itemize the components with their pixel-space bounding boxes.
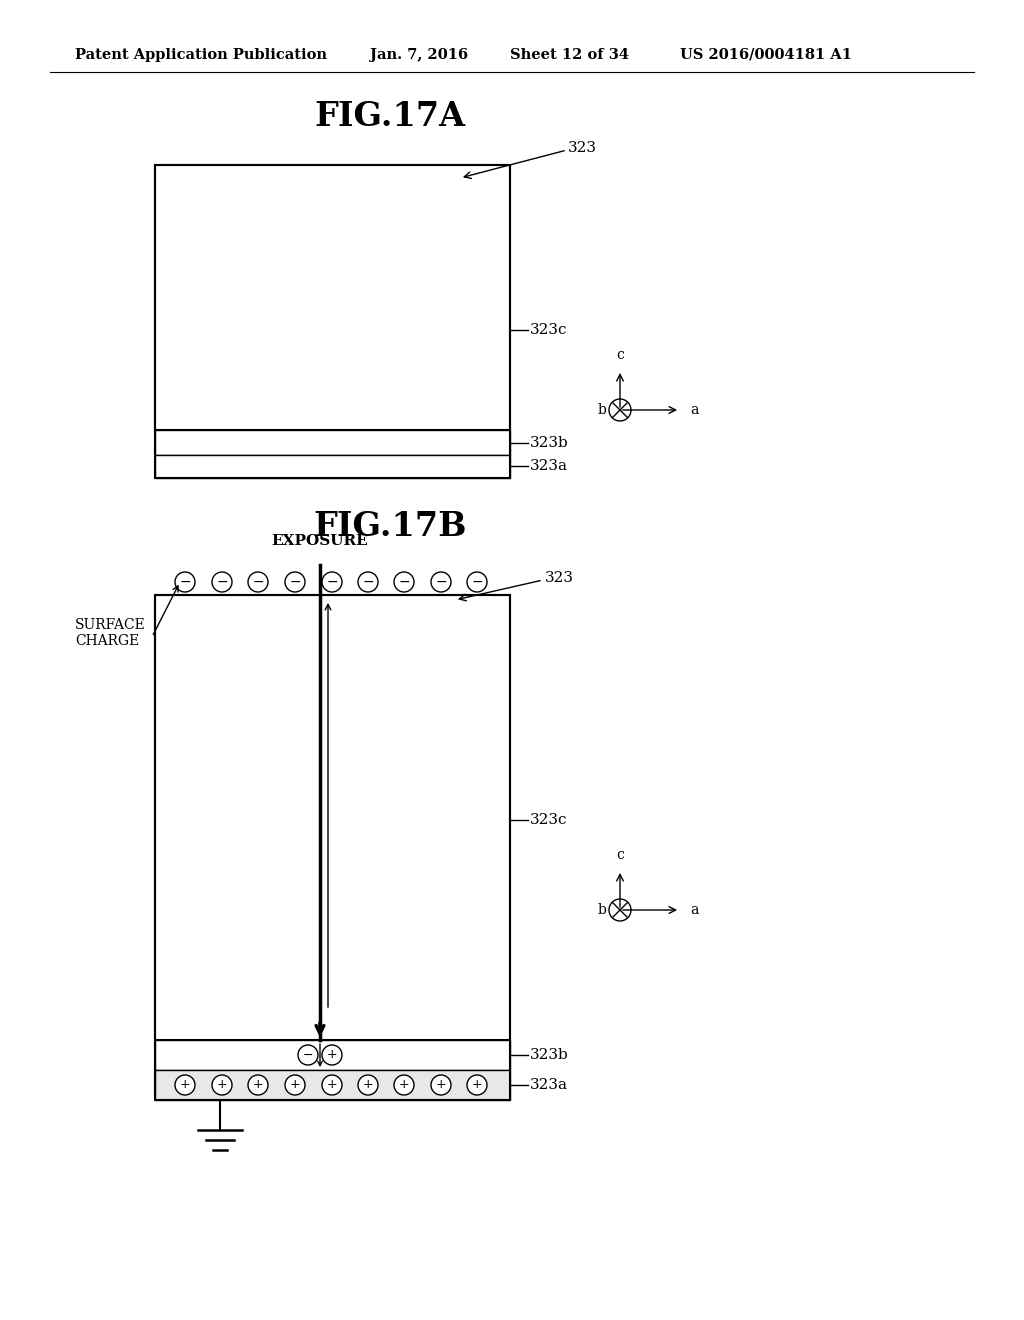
Text: 323a: 323a xyxy=(530,459,568,473)
Text: a: a xyxy=(690,903,698,917)
Circle shape xyxy=(431,572,451,591)
Circle shape xyxy=(431,1074,451,1096)
Text: FIG.17B: FIG.17B xyxy=(313,510,467,543)
Text: −: − xyxy=(471,576,482,589)
Text: −: − xyxy=(398,576,410,589)
Text: +: + xyxy=(253,1078,263,1092)
Text: −: − xyxy=(289,576,301,589)
Text: +: + xyxy=(472,1078,482,1092)
Circle shape xyxy=(285,572,305,591)
Text: FIG.17A: FIG.17A xyxy=(314,100,466,133)
Circle shape xyxy=(394,572,414,591)
Text: 323b: 323b xyxy=(530,436,568,450)
Bar xyxy=(155,1071,510,1100)
Text: −: − xyxy=(216,576,227,589)
Circle shape xyxy=(175,572,195,591)
Text: EXPOSURE: EXPOSURE xyxy=(271,535,369,548)
Bar xyxy=(155,1040,510,1071)
Text: +: + xyxy=(398,1078,410,1092)
Text: +: + xyxy=(327,1078,337,1092)
Text: −: − xyxy=(303,1048,313,1061)
Circle shape xyxy=(212,572,232,591)
Text: +: + xyxy=(290,1078,300,1092)
Text: 323: 323 xyxy=(568,141,597,154)
Circle shape xyxy=(248,572,268,591)
Bar xyxy=(155,430,510,455)
Text: +: + xyxy=(435,1078,446,1092)
Text: a: a xyxy=(690,403,698,417)
Text: +: + xyxy=(179,1078,190,1092)
Circle shape xyxy=(394,1074,414,1096)
Text: SURFACE
CHARGE: SURFACE CHARGE xyxy=(75,618,145,648)
Bar xyxy=(155,595,510,1040)
Text: 323b: 323b xyxy=(530,1048,568,1063)
Text: US 2016/0004181 A1: US 2016/0004181 A1 xyxy=(680,48,852,62)
Circle shape xyxy=(175,1074,195,1096)
Text: 323c: 323c xyxy=(530,813,567,828)
Text: 323a: 323a xyxy=(530,1078,568,1092)
Circle shape xyxy=(467,1074,487,1096)
Bar xyxy=(155,455,510,478)
Bar xyxy=(155,165,510,430)
Bar xyxy=(155,595,510,1100)
Text: −: − xyxy=(435,576,446,589)
Text: +: + xyxy=(327,1048,337,1061)
Text: b: b xyxy=(597,903,606,917)
Circle shape xyxy=(609,399,631,421)
Circle shape xyxy=(467,572,487,591)
Text: −: − xyxy=(252,576,264,589)
Text: Jan. 7, 2016: Jan. 7, 2016 xyxy=(370,48,468,62)
Circle shape xyxy=(609,899,631,921)
Circle shape xyxy=(212,1074,232,1096)
Text: −: − xyxy=(179,576,190,589)
Text: 323: 323 xyxy=(545,572,574,585)
Circle shape xyxy=(358,1074,378,1096)
Text: +: + xyxy=(362,1078,374,1092)
Text: +: + xyxy=(217,1078,227,1092)
Circle shape xyxy=(322,1074,342,1096)
Circle shape xyxy=(248,1074,268,1096)
Circle shape xyxy=(298,1045,318,1065)
Circle shape xyxy=(322,1045,342,1065)
Text: 323c: 323c xyxy=(530,323,567,337)
Text: Patent Application Publication: Patent Application Publication xyxy=(75,48,327,62)
Text: b: b xyxy=(597,403,606,417)
Text: −: − xyxy=(362,576,374,589)
Circle shape xyxy=(322,572,342,591)
Text: c: c xyxy=(616,348,624,362)
Text: c: c xyxy=(616,847,624,862)
Circle shape xyxy=(358,572,378,591)
Bar xyxy=(155,165,510,478)
Text: Sheet 12 of 34: Sheet 12 of 34 xyxy=(510,48,629,62)
Text: −: − xyxy=(327,576,338,589)
Circle shape xyxy=(285,1074,305,1096)
